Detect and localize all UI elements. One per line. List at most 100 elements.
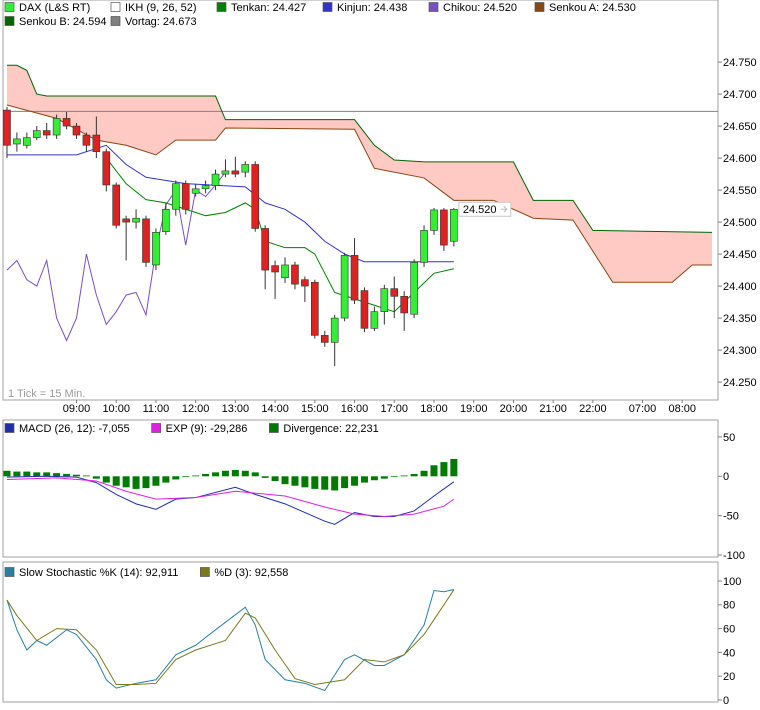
divergence-bar [440,462,448,477]
divergence-bar [142,476,150,489]
candle-body [350,255,359,301]
candle-body [211,173,220,186]
divergence-bar [430,465,438,477]
candle-body [400,296,408,314]
divergence-bar [410,473,418,477]
y-tick-label: -50 [723,511,739,523]
x-tick-label: 14:00 [261,403,289,415]
legend-label: Divergence: 22,231 [283,423,378,435]
legend-swatch [322,2,333,12]
x-tick-label: 09:00 [63,403,91,415]
divergence-bar [390,476,398,478]
candle-body [201,185,210,190]
divergence-bar [23,471,31,477]
legend-label: Senkou B: 24.594 [19,16,106,28]
divergence-bar [202,473,210,477]
x-tick-label: 18:00 [420,403,448,415]
divergence-bar [351,476,359,486]
candle-body [291,264,299,285]
x-tick-label: 07:00 [629,403,657,415]
candle-body [330,317,339,343]
legend-swatch [269,423,279,433]
candle-body [3,109,11,146]
y-tick-label: 60 [723,624,735,636]
legend-label: MACD (26, 12): -7,055 [19,423,130,435]
candle-body [102,151,111,186]
candle-body [231,170,240,175]
legend-label: Tenkan: 24.427 [231,2,306,14]
x-tick-label: 12:00 [182,403,210,415]
divergence-bar [212,472,220,477]
y-tick-label: 40 [723,647,735,659]
divergence-bar [231,469,239,477]
divergence-bar [321,476,329,490]
candle-body [52,118,61,136]
legend-label: Senkou A: 24.530 [549,2,636,14]
divergence-bar [162,476,170,483]
divergence-bar [72,474,80,477]
candle-body [410,262,418,315]
series-line [105,157,454,313]
y-tick-label: 20 [723,671,735,683]
candle-body [370,311,379,329]
y-tick-label: 24.650 [723,121,757,133]
series-line [6,475,455,525]
legend-label: Chikou: 24.520 [443,2,517,14]
candle-body [152,232,160,266]
note: 1 Tick = 15 Min. [8,388,85,400]
candle-body [162,208,170,232]
divergence-bar [291,476,299,486]
x-tick-label: 15:00 [301,403,329,415]
candle-body [92,134,101,152]
legend-label: EXP (9): -29,286 [166,423,248,435]
divergence-bar [172,476,180,480]
series-line [6,64,713,233]
candle-body [221,170,230,175]
x-tick-label: 17:00 [380,403,408,415]
divergence-bar [380,476,388,479]
divergence-bar [400,475,408,477]
candle-body [171,183,180,210]
legend-label: DAX (L&S RT) [19,2,90,14]
divergence-bar [112,476,120,486]
legend-swatch [110,16,121,26]
y-tick-label: -100 [723,550,745,562]
divergence-bar [251,472,259,477]
candle-body [360,290,369,329]
candle-body [450,208,458,242]
candle-body [430,209,438,231]
legend-swatch [4,567,15,577]
candle-body [112,184,121,226]
legend-label: Slow Stochastic %K (14): 92,911 [19,567,178,579]
candle-body [13,138,21,145]
legend-swatch [216,2,227,12]
y-tick-label: 80 [723,600,735,612]
divergence-bar [43,472,51,477]
x-tick-label: 16:00 [341,403,369,415]
divergence-bar [420,470,428,477]
y-tick-label: 24.250 [723,377,757,389]
legend-swatch [151,423,162,433]
y-tick-label: 24.450 [723,249,757,261]
divergence-bar [261,476,269,478]
x-tick-label: 19:00 [460,403,488,415]
series-line [6,477,455,517]
divergence-bar [301,476,309,488]
candle-body [440,209,448,246]
series-line [6,104,713,283]
legend-swatch [4,423,15,433]
candle-body [42,130,51,136]
y-tick-label: 50 [723,432,735,444]
divergence-bar [92,476,100,479]
divergence-bar [132,476,140,489]
candle-body [380,288,389,312]
y-tick-label: 24.400 [723,281,757,293]
y-tick-label: 0 [723,471,729,483]
divergence-bar [182,476,190,478]
y-tick-label: 24.300 [723,345,757,357]
divergence-bar [241,470,249,477]
ichimoku-cloud [6,65,713,283]
divergence-bar [152,476,160,486]
divergence-bar [63,473,71,477]
legend-label: Kinjun: 24.438 [337,2,407,14]
